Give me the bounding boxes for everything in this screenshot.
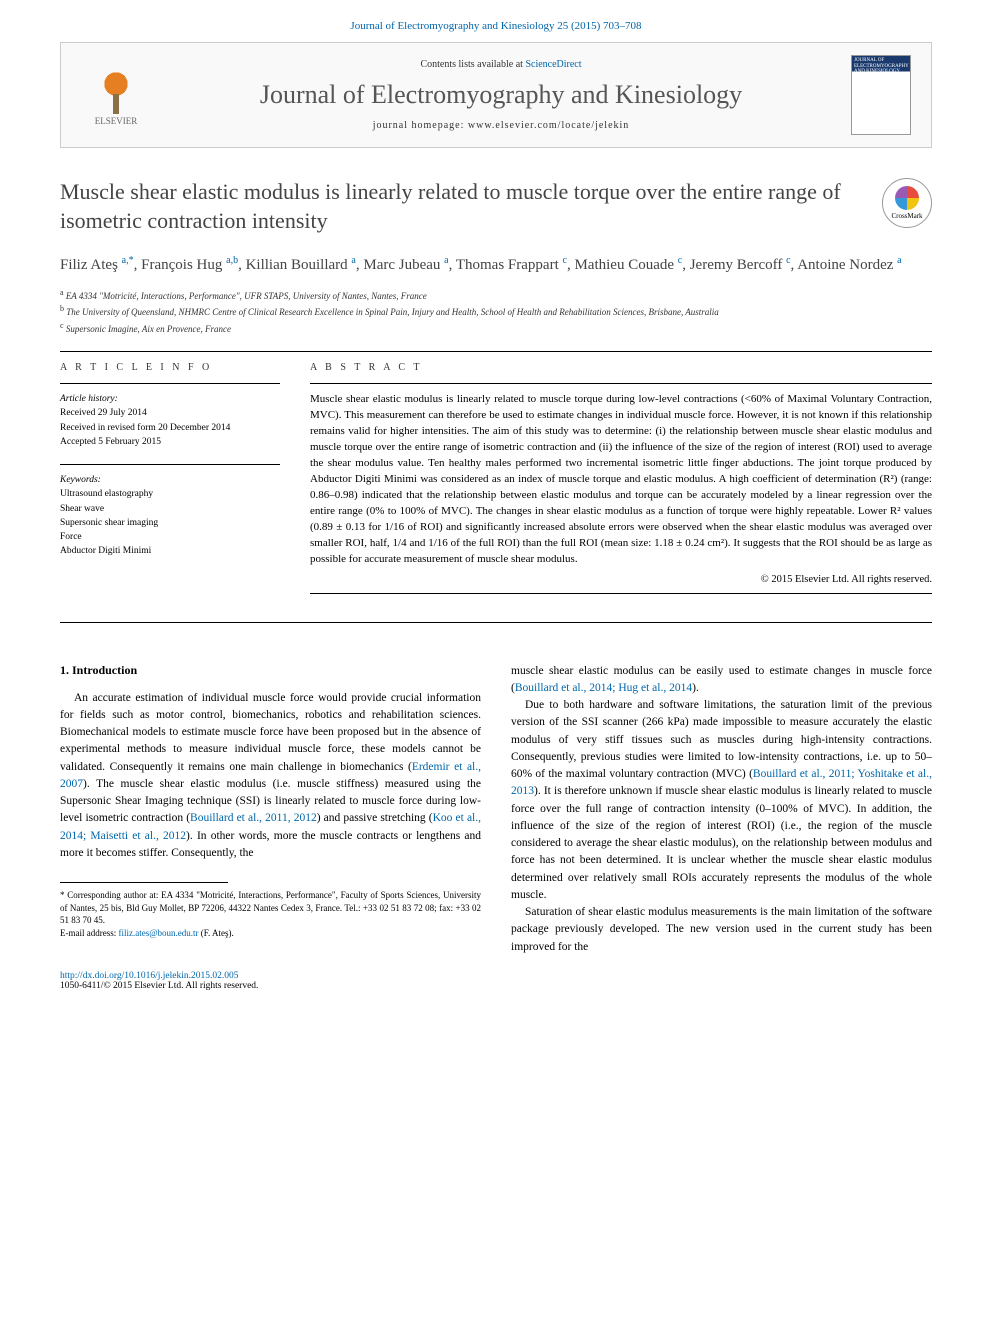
citation-link[interactable]: Bouillard et al., 2011, 2012: [190, 812, 317, 824]
keyword-line: Abductor Digiti Minimi: [60, 544, 280, 558]
citation-link[interactable]: Journal of Electromyography and Kinesiol…: [350, 20, 641, 32]
homepage-prefix: journal homepage:: [373, 120, 468, 131]
divider: [310, 593, 932, 594]
issn-copyright: 1050-6411/© 2015 Elsevier Ltd. All right…: [60, 981, 258, 991]
divider: [60, 351, 932, 352]
footer: http://dx.doi.org/10.1016/j.jelekin.2015…: [0, 956, 992, 1021]
citation-link[interactable]: Bouillard et al., 2014; Hug et al., 2014: [515, 682, 692, 694]
divider: [60, 383, 280, 384]
article-history: Article history: Received 29 July 2014Re…: [60, 392, 280, 449]
article-header: Muscle shear elastic modulus is linearly…: [0, 148, 992, 622]
abstract-col: A B S T R A C T Muscle shear elastic mod…: [310, 362, 932, 601]
keywords-label: Keywords:: [60, 473, 280, 487]
body-col-left: 1. Introduction An accurate estimation o…: [60, 663, 481, 956]
body-paragraph: An accurate estimation of individual mus…: [60, 690, 481, 863]
abstract-text: Muscle shear elastic modulus is linearly…: [310, 392, 932, 567]
citation-header: Journal of Electromyography and Kinesiol…: [0, 0, 992, 42]
keyword-line: Force: [60, 530, 280, 544]
contents-line: Contents lists available at ScienceDirec…: [151, 59, 851, 70]
body-paragraph: muscle shear elastic modulus can be easi…: [511, 663, 932, 698]
abstract-copyright: © 2015 Elsevier Ltd. All rights reserved…: [310, 574, 932, 585]
body-paragraph: Saturation of shear elastic modulus meas…: [511, 904, 932, 956]
history-label: Article history:: [60, 392, 280, 406]
history-line: Accepted 5 February 2015: [60, 435, 280, 449]
body-paragraph: Due to both hardware and software limita…: [511, 697, 932, 904]
affiliation-line: b The University of Queensland, NHMRC Ce…: [60, 303, 932, 320]
abstract-label: A B S T R A C T: [310, 362, 932, 373]
keywords-block: Keywords: Ultrasound elastographyShear w…: [60, 473, 280, 559]
crossmark-label: CrossMark: [891, 212, 922, 220]
contents-prefix: Contents lists available at: [420, 59, 525, 70]
divider: [60, 464, 280, 465]
elsevier-logo[interactable]: ELSEVIER: [81, 60, 151, 130]
article-info-col: A R T I C L E I N F O Article history: R…: [60, 362, 280, 601]
crossmark-icon: [895, 186, 919, 210]
journal-cover-thumb[interactable]: JOURNAL OF ELECTROMYOGRAPHY AND KINESIOL…: [851, 55, 911, 135]
keyword-line: Shear wave: [60, 502, 280, 516]
journal-center: Contents lists available at ScienceDirec…: [151, 59, 851, 131]
affiliation-line: c Supersonic Imagine, Aix en Provence, F…: [60, 320, 932, 337]
homepage-url[interactable]: www.elsevier.com/locate/jelekin: [468, 120, 629, 131]
article-info-label: A R T I C L E I N F O: [60, 362, 280, 373]
elsevier-tree-icon: [91, 64, 141, 114]
history-line: Received in revised form 20 December 201…: [60, 421, 280, 435]
authors-list: Filiz Ateş a,*, François Hug a,b, Killia…: [60, 253, 932, 277]
keyword-line: Ultrasound elastography: [60, 487, 280, 501]
homepage-line: journal homepage: www.elsevier.com/locat…: [151, 120, 851, 131]
affiliation-line: a EA 4334 "Motricité, Interactions, Perf…: [60, 287, 932, 304]
divider: [60, 622, 932, 623]
divider: [310, 383, 932, 384]
corresponding-author-footnote: * Corresponding author at: EA 4334 "Motr…: [60, 889, 481, 939]
journal-name: Journal of Electromyography and Kinesiol…: [151, 80, 851, 110]
citation-link[interactable]: Erdemir et al., 2007: [60, 761, 481, 790]
cover-title: JOURNAL OF ELECTROMYOGRAPHY AND KINESIOL…: [854, 58, 908, 75]
body-col-right: muscle shear elastic modulus can be easi…: [511, 663, 932, 956]
keyword-line: Supersonic shear imaging: [60, 516, 280, 530]
citation-link[interactable]: Bouillard et al., 2011; Yoshitake et al.…: [511, 768, 932, 797]
history-line: Received 29 July 2014: [60, 406, 280, 420]
email-suffix: (F. Ateş).: [199, 928, 234, 938]
footnote-divider: [60, 882, 228, 883]
title-row: Muscle shear elastic modulus is linearly…: [60, 178, 932, 235]
section-heading: 1. Introduction: [60, 663, 481, 678]
footnote-text: * Corresponding author at: EA 4334 "Motr…: [60, 890, 481, 925]
journal-header-box: ELSEVIER Contents lists available at Sci…: [60, 42, 932, 148]
body-columns: 1. Introduction An accurate estimation o…: [0, 663, 992, 956]
email-label: E-mail address:: [60, 928, 118, 938]
doi-link[interactable]: http://dx.doi.org/10.1016/j.jelekin.2015…: [60, 971, 238, 981]
author-email-link[interactable]: filiz.ates@boun.edu.tr: [118, 928, 198, 938]
article-title: Muscle shear elastic modulus is linearly…: [60, 178, 882, 235]
crossmark-badge[interactable]: CrossMark: [882, 178, 932, 228]
affiliations: a EA 4334 "Motricité, Interactions, Perf…: [60, 287, 932, 337]
sciencedirect-link[interactable]: ScienceDirect: [525, 59, 581, 70]
info-abstract-row: A R T I C L E I N F O Article history: R…: [60, 362, 932, 601]
elsevier-label: ELSEVIER: [95, 116, 138, 126]
